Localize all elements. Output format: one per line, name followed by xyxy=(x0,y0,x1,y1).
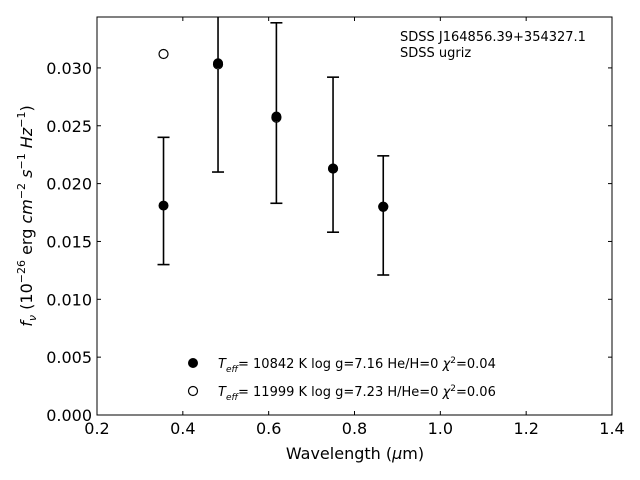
y-tick-label: 0.010 xyxy=(46,290,92,309)
legend-marker-open xyxy=(187,385,199,397)
x-tick-label: 1.0 xyxy=(428,419,453,438)
x-tick-label: 0.2 xyxy=(84,419,109,438)
plot-frame xyxy=(96,16,613,416)
model-point-open xyxy=(158,48,169,60)
legend-marker-filled xyxy=(188,358,198,368)
legend-entry-2: Teff= 11999 K log g=7.23 H/He=0 χ2=0.06 xyxy=(218,384,496,403)
model-point-filled xyxy=(213,58,224,69)
y-tick-label: 0.025 xyxy=(46,117,92,136)
model-point-filled xyxy=(158,200,169,211)
data-layer: 0.2 0.4 0.6 0.8 1.0 1.2 1.4 0.000 0.005 0.010 0.01… xyxy=(46,17,625,438)
legend: Teff= 10842 K log g=7.16 He/H=0 χ2=0.04 … xyxy=(187,356,496,403)
y-tick-label: 0.020 xyxy=(46,175,92,194)
y-axis-label: fν (10−26 erg cm−2 s−1 Hz−1) xyxy=(15,105,39,326)
legend-entry-1: Teff= 10842 K log g=7.16 He/H=0 χ2=0.04 xyxy=(218,356,496,375)
x-axis-label: Wavelength (μm) xyxy=(286,444,424,463)
x-tick-label: 1.2 xyxy=(513,419,538,438)
model-point-filled xyxy=(328,163,339,174)
y-tick-label: 0.000 xyxy=(46,406,92,425)
x-tick-label: 0.4 xyxy=(170,419,195,438)
y-tick-label: 0.015 xyxy=(46,232,92,251)
y-tick-label: 0.005 xyxy=(46,348,92,367)
y-tick-label: 0.030 xyxy=(46,59,92,78)
x-tick-label: 1.4 xyxy=(599,419,624,438)
x-tick-label: 0.8 xyxy=(342,419,367,438)
survey-annotation: SDSS ugriz xyxy=(400,46,471,61)
x-tick-label: 0.6 xyxy=(256,419,281,438)
model-point-filled xyxy=(378,201,389,212)
model-point-filled xyxy=(271,111,282,122)
object-name-annotation: SDSS J164856.39+354327.1 xyxy=(400,30,586,45)
